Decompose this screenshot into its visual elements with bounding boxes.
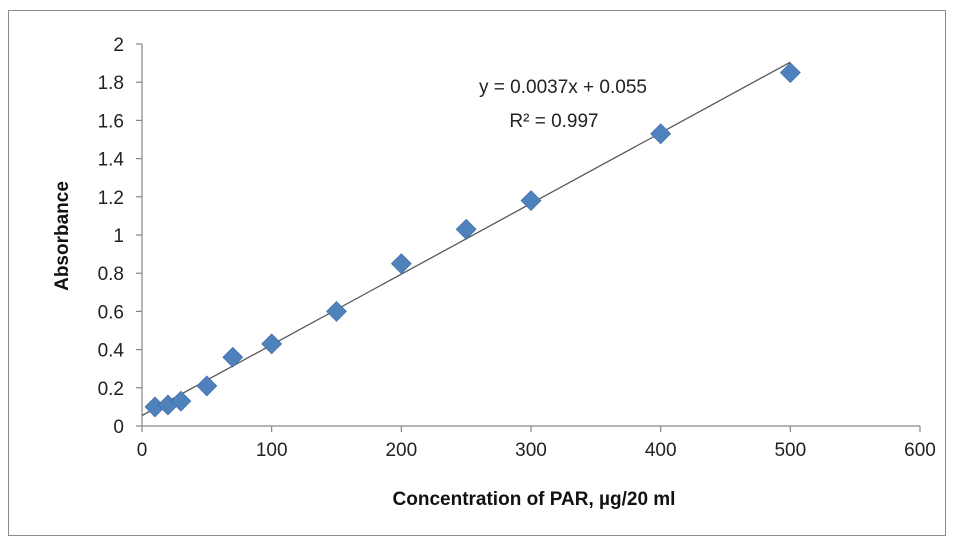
y-tick-label: 0.4 <box>98 341 125 362</box>
data-point <box>261 333 283 355</box>
y-tick-label: 1 <box>113 226 124 247</box>
data-point <box>390 253 412 275</box>
x-axis-title: Concentration of PAR, µg/20 ml <box>393 489 676 510</box>
trendline-equation: y = 0.0037x + 0.055 <box>479 77 647 98</box>
data-point <box>779 62 801 84</box>
y-tick-label: 0 <box>113 417 124 438</box>
y-tick-label: 1.2 <box>98 188 124 209</box>
y-tick-label: 1.6 <box>98 111 124 132</box>
x-axis-ticks: 0 100 200 300 400 500 600 <box>137 426 936 461</box>
data-point <box>455 218 477 240</box>
data-point <box>326 300 347 322</box>
y-tick-label: 0.2 <box>98 379 124 400</box>
y-axis-title: Absorbance <box>52 181 73 291</box>
data-point <box>222 346 244 368</box>
r-squared-label: R² = 0.997 <box>509 111 598 132</box>
x-tick-label: 600 <box>904 440 936 461</box>
y-axis-ticks: 0 0.2 0.4 0.6 0.8 1 1.2 1.4 1.6 1.8 2 <box>98 35 142 438</box>
x-tick-label: 200 <box>385 440 417 461</box>
y-tick-label: 1.4 <box>98 150 125 171</box>
x-tick-label: 500 <box>774 440 806 461</box>
data-point <box>520 190 542 212</box>
chart-frame <box>8 10 946 536</box>
x-tick-label: 300 <box>515 440 547 461</box>
axes <box>141 44 920 427</box>
x-tick-label: 100 <box>256 440 288 461</box>
data-point <box>650 123 672 145</box>
data-point <box>196 375 218 397</box>
x-tick-label: 0 <box>137 440 148 461</box>
y-tick-label: 2 <box>113 35 124 56</box>
y-tick-label: 0.6 <box>98 302 124 323</box>
x-tick-label: 400 <box>645 440 677 461</box>
data-points <box>144 62 801 418</box>
y-tick-label: 1.8 <box>98 73 124 94</box>
y-tick-label: 0.8 <box>98 264 124 285</box>
data-point <box>170 390 192 412</box>
